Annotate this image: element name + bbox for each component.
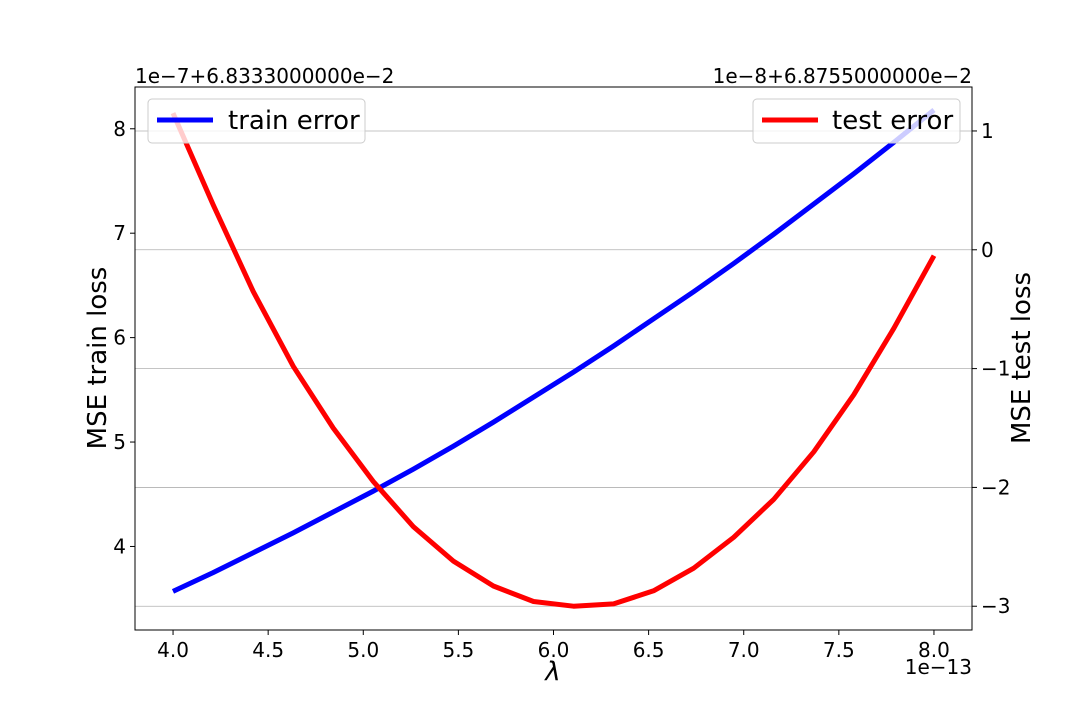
x-tick-label-3: 5.5 — [442, 638, 474, 662]
left-y-tick-label-1: 5 — [113, 430, 126, 454]
right-axis-offset-label: 1e−8+6.8755000000e−2 — [713, 64, 972, 88]
right-y-tick-label-0: 1 — [981, 119, 994, 143]
x-axis-title: λ — [543, 657, 560, 687]
legend-train-box — [147, 98, 366, 144]
x-tick-label-8: 8.0 — [918, 638, 950, 662]
legend-test: test error — [752, 98, 961, 144]
left-y-tick-label-3: 7 — [113, 221, 126, 245]
axis-ticks: 4.0 4.5 5.0 5.5 6.0 6.5 7.0 7.5 8.0 4 5 6 7 8 1 0 −1 −2 −3 — [113, 117, 1010, 662]
series-line-train-error — [171, 108, 936, 594]
legend-train-label: train error — [228, 106, 360, 136]
x-tick-label-0: 4.0 — [157, 638, 189, 662]
left-y-tick-label-2: 6 — [113, 326, 126, 350]
right-y-tick-label-2: −1 — [981, 357, 1010, 381]
x-tick-label-7: 7.5 — [823, 638, 855, 662]
x-tick-label-6: 7.0 — [728, 638, 760, 662]
left-axis-offset-label: 1e−7+6.8333000000e−2 — [135, 64, 394, 88]
left-y-tick-label-0: 4 — [113, 534, 126, 558]
legend-test-box — [752, 98, 961, 144]
series-lines — [170, 108, 937, 609]
x-tick-label-1: 4.5 — [252, 638, 284, 662]
right-y-tick-label-4: −3 — [981, 594, 1010, 618]
x-tick-label-5: 6.5 — [633, 638, 665, 662]
legend-test-label: test error — [832, 106, 953, 136]
series-line-test-error — [170, 112, 937, 609]
right-y-tick-label-1: 0 — [981, 238, 994, 262]
right-y-axis-title: MSE test loss — [1007, 272, 1037, 444]
legend-train: train error — [147, 98, 366, 144]
right-y-tick-label-3: −2 — [981, 475, 1010, 499]
x-axis-offset-label: 1e−13 — [905, 655, 972, 679]
left-y-axis-title: MSE train loss — [83, 267, 113, 450]
x-tick-label-4: 6.0 — [538, 638, 570, 662]
left-y-tick-label-4: 8 — [113, 117, 126, 141]
x-tick-label-2: 5.0 — [347, 638, 379, 662]
